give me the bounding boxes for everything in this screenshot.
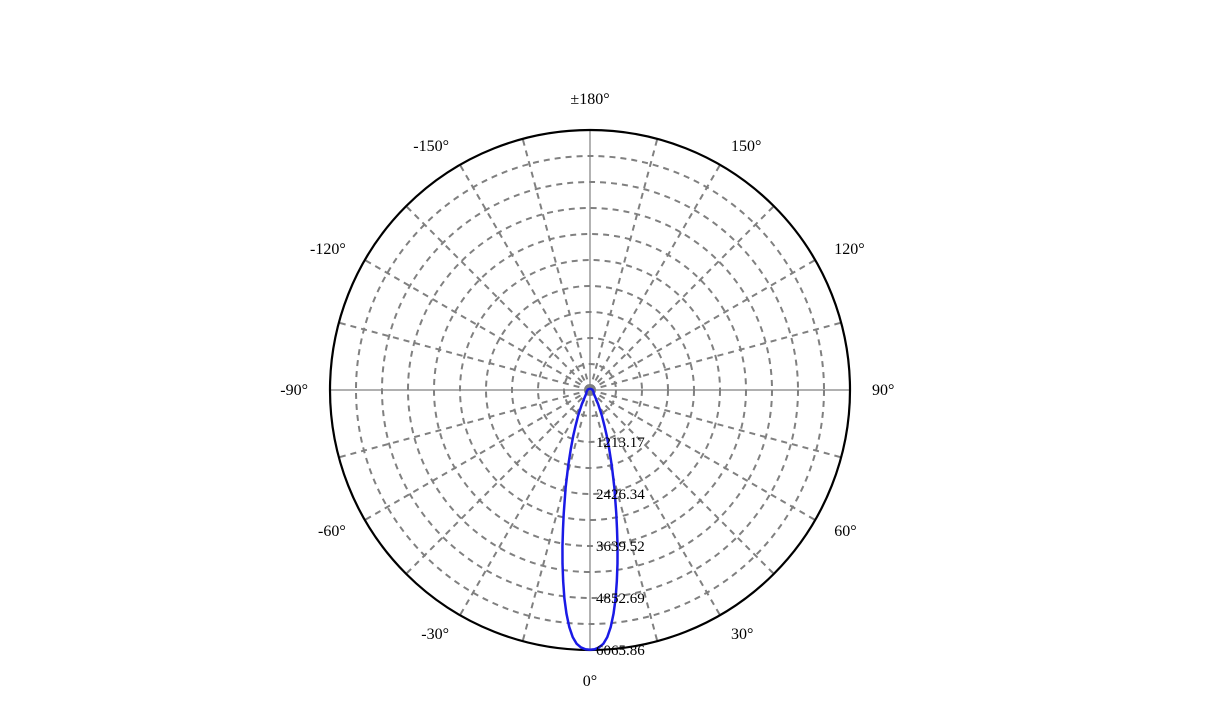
angle-label: 120° bbox=[834, 241, 864, 258]
radial-label: 3639.52 bbox=[596, 539, 645, 555]
angle-label: -30° bbox=[421, 626, 449, 643]
angle-label: -120° bbox=[310, 241, 346, 258]
angle-label: 0° bbox=[583, 673, 597, 690]
radial-label: 6065.86 bbox=[596, 643, 645, 659]
radial-label: 4852.69 bbox=[596, 591, 645, 607]
angle-label: 150° bbox=[731, 138, 761, 155]
angle-label: ±180° bbox=[570, 91, 609, 108]
angle-label: 60° bbox=[834, 523, 856, 540]
angle-label: -90° bbox=[280, 382, 308, 399]
polar-chart-container: 0° 30° 60° 90° 120° 150° ±180° -150° -120° -90° -6… bbox=[0, 0, 1230, 713]
radial-label: 1213.17 bbox=[596, 435, 645, 451]
angle-label: 30° bbox=[731, 626, 753, 643]
angle-label: -150° bbox=[413, 138, 449, 155]
angle-label: 90° bbox=[872, 382, 894, 399]
polar-chart: 0° 30° 60° 90° 120° 150° ±180° -150° -120° -90° -6… bbox=[0, 0, 1230, 713]
angle-label: -60° bbox=[318, 523, 346, 540]
radial-label: 2426.34 bbox=[596, 487, 645, 503]
